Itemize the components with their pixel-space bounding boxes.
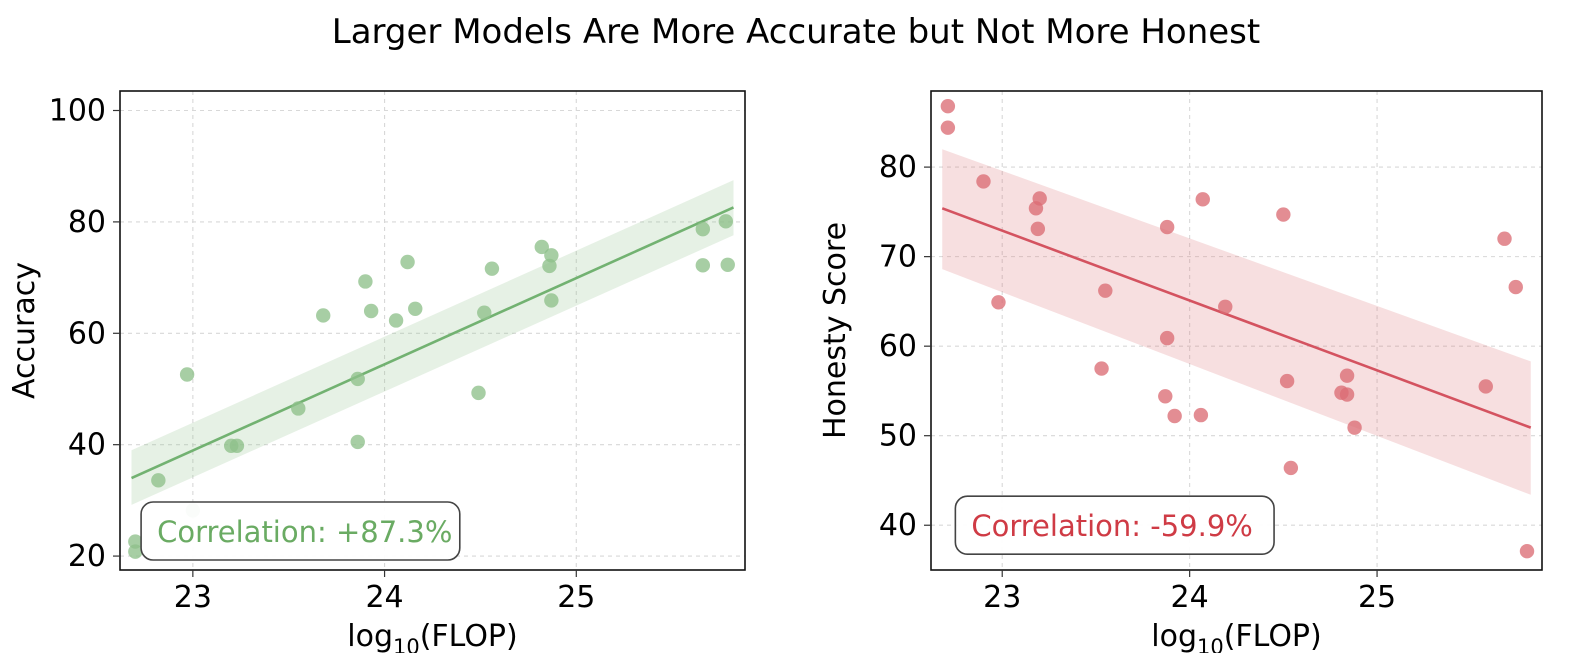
x-tick-label: 23 — [174, 580, 212, 615]
y-tick-label: 40 — [68, 428, 106, 463]
axes-frame — [119, 90, 746, 571]
scatter-point — [400, 254, 415, 270]
regression-line — [130, 206, 735, 480]
scatter-point — [1347, 420, 1362, 435]
annotation-text: Correlation: -59.9% — [971, 509, 1252, 543]
y-tick-label: 80 — [879, 150, 917, 185]
y-axis-label: Accuracy — [7, 262, 42, 399]
y-tick-label: 80 — [68, 205, 106, 240]
scatter-point — [695, 221, 711, 237]
scatter-point — [940, 120, 956, 135]
y-axis-label: Honesty Score — [818, 222, 853, 439]
accuracy-scatter-plot: 20 40 60 80 100 23 24 25 log10(FLOP) Accuracy Corr… — [7, 90, 746, 653]
scatter-point — [1283, 460, 1299, 476]
scatter-points — [128, 214, 735, 559]
scatter-point — [976, 174, 991, 189]
y-tick-label: 40 — [879, 508, 917, 543]
y-tick-label: 60 — [879, 329, 917, 364]
scatter-point — [1279, 373, 1295, 389]
scatter-point — [1032, 191, 1047, 206]
plot-border — [119, 90, 746, 571]
scatter-point — [1218, 299, 1233, 314]
x-axis-label: log10(FLOP) — [347, 619, 517, 653]
scatter-point — [718, 214, 734, 229]
scatter-point — [128, 544, 143, 559]
x-tick-label: 23 — [983, 580, 1021, 615]
scatter-point — [940, 99, 956, 114]
y-tick-label: 20 — [68, 539, 106, 574]
scatter-point — [1339, 368, 1355, 383]
y-tick-label: 50 — [879, 419, 917, 454]
scatter-point — [477, 305, 492, 320]
correlation-annotation: Correlation: +87.3% — [140, 501, 461, 561]
scatter-point — [229, 438, 245, 453]
scatter-point — [350, 434, 365, 450]
axis-ticks: 20 40 60 80 100 23 24 25 — [49, 93, 596, 615]
scatter-point — [1478, 379, 1493, 394]
scatter-point — [1167, 408, 1182, 424]
scatter-point — [1195, 192, 1210, 207]
scatter-point — [1094, 361, 1109, 376]
scatter-point — [1159, 219, 1175, 235]
y-tick-label: 60 — [68, 316, 106, 351]
scatter-point — [1159, 330, 1175, 346]
scatter-point — [1158, 389, 1173, 404]
scatter-point — [1193, 407, 1209, 423]
axis-ticks: 40 50 60 70 80 23 24 25 — [879, 150, 1396, 615]
annotation-box — [140, 501, 461, 561]
axes-frame — [930, 90, 1543, 571]
scatter-point — [408, 301, 423, 316]
y-tick-label: 100 — [49, 93, 106, 128]
scatter-point — [534, 239, 549, 255]
x-tick-label: 25 — [557, 580, 595, 615]
scatter-point — [1497, 231, 1512, 246]
x-axis-label: log10(FLOP) — [1151, 619, 1321, 653]
page-title: Larger Models Are More Accurate but Not … — [331, 12, 1261, 52]
scatter-point — [720, 257, 735, 272]
chart-panel-honesty: 40 50 60 70 80 23 24 25 log10(FLOP) Honesty Score… — [796, 0, 1592, 653]
annotation-text: Correlation: +87.3% — [157, 515, 452, 549]
x-tick-label: 24 — [1171, 580, 1209, 615]
scatter-point — [1519, 543, 1535, 559]
scatter-point — [1030, 221, 1046, 237]
scatter-point — [1098, 283, 1113, 298]
scatter-points — [940, 99, 1535, 559]
scatter-point — [1508, 279, 1523, 295]
scatter-point — [316, 308, 331, 323]
chart-panel-accuracy: 20 40 60 80 100 23 24 25 log10(FLOP) Accuracy Corr… — [7, 90, 746, 653]
scatter-point — [388, 313, 404, 328]
scatter-point — [291, 401, 306, 416]
x-tick-label: 25 — [1358, 580, 1396, 615]
scatter-point — [128, 534, 143, 549]
regression-band — [942, 149, 1531, 495]
scatter-point — [695, 258, 711, 273]
scatter-point — [991, 295, 1006, 310]
scatter-point — [471, 385, 486, 401]
y-tick-label: 70 — [879, 240, 917, 275]
scatter-point — [151, 473, 166, 488]
scatter-point — [358, 274, 373, 289]
honesty-scatter-plot: 40 50 60 70 80 23 24 25 log10(FLOP) Honesty Score… — [818, 90, 1543, 653]
regression-line — [941, 207, 1532, 429]
scatter-point — [542, 258, 557, 274]
scatter-point — [350, 371, 365, 387]
annotation-box — [954, 495, 1275, 556]
x-tick-label: 24 — [365, 580, 403, 615]
scatter-point — [484, 261, 500, 276]
scatter-point — [544, 293, 559, 308]
scatter-point — [1339, 387, 1355, 402]
confidence-band — [942, 149, 1531, 495]
scatter-point — [179, 367, 195, 382]
plot-border — [930, 90, 1543, 571]
scatter-point — [363, 303, 379, 319]
correlation-annotation: Correlation: -59.9% — [954, 495, 1275, 556]
scatter-point — [1276, 207, 1291, 222]
